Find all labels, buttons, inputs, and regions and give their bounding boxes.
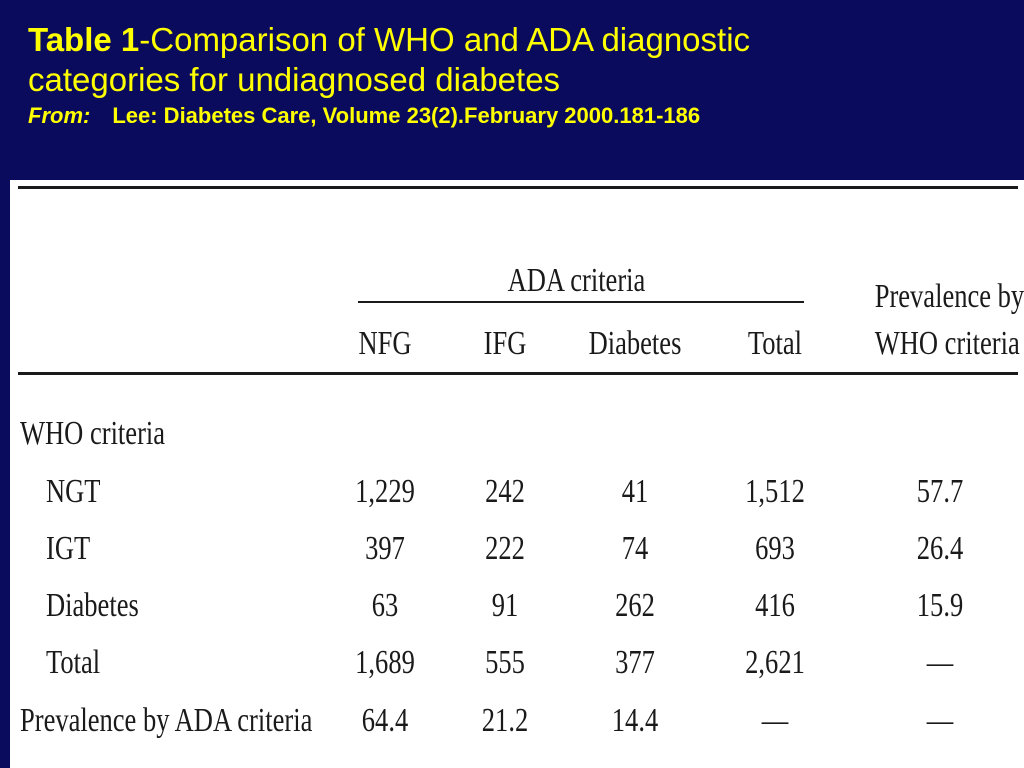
column-header-total: Total: [747, 325, 803, 362]
section-label-who: WHO criteria: [20, 415, 166, 452]
table-cell: 74: [621, 530, 649, 567]
row-label-diabetes: Diabetes: [46, 587, 139, 624]
table-cell: 64.4: [361, 702, 409, 739]
table-label: Table 1: [28, 21, 140, 58]
table-cell: 21.2: [481, 702, 529, 739]
table-cell: 1,512: [745, 473, 805, 510]
table-cell: 63: [371, 587, 399, 624]
table-cell: 555: [485, 644, 525, 681]
row-label-igt: IGT: [46, 530, 91, 567]
table-cell: —: [926, 702, 954, 739]
table-cell: 693: [755, 530, 795, 567]
table-cell: 397: [365, 530, 405, 567]
comparison-table: ADA criteria Prevalence by WHO criteria …: [10, 180, 1024, 768]
row-label-total: Total: [46, 644, 101, 681]
table-cell: 57.7: [916, 473, 964, 510]
table-cell: 26.4: [916, 530, 964, 567]
table-cell: —: [926, 644, 954, 681]
ada-header-rule: [358, 301, 804, 303]
table-cell: 262: [615, 587, 655, 624]
prevalence-who-header-2: WHO criteria: [874, 325, 1020, 362]
table-cell: 2,621: [745, 644, 805, 681]
from-label: From:: [28, 103, 91, 128]
table-cell: —: [761, 702, 789, 739]
title-text: -Comparison of WHO and ADA diagnostic: [139, 21, 751, 58]
header-bottom-rule: [18, 372, 1018, 375]
table-cell: 416: [755, 587, 795, 624]
table-cell: 41: [621, 473, 649, 510]
row-label-ngt: NGT: [46, 473, 101, 510]
ada-criteria-header: ADA criteria: [507, 262, 646, 299]
table-cell: 1,689: [355, 644, 415, 681]
table-cell: 377: [615, 644, 655, 681]
table-cell: 15.9: [916, 587, 964, 624]
slide-header: Table 1-Comparison of WHO and ADA diagno…: [28, 20, 1008, 130]
column-header-diabetes: Diabetes: [588, 325, 682, 362]
prevalence-who-header-1: Prevalence by: [874, 278, 1024, 315]
row-label-prevalence-ada: Prevalence by ADA criteria: [20, 702, 313, 739]
table-cell: 1,229: [355, 473, 415, 510]
table-cell: 242: [485, 473, 525, 510]
table-cell: 14.4: [611, 702, 659, 739]
column-header-nfg: NFG: [358, 325, 412, 362]
slide-title-line2: categories for undiagnosed diabetes: [28, 61, 561, 98]
table-cell: 222: [485, 530, 525, 567]
table-cell: 91: [491, 587, 519, 624]
top-rule: [18, 186, 1018, 189]
column-header-ifg: IFG: [483, 325, 527, 362]
source-text: Lee: Diabetes Care, Volume 23(2).Februar…: [112, 103, 701, 128]
source-citation: From: Lee: Diabetes Care, Volume 23(2).Fe…: [28, 102, 1008, 130]
slide-title: Table 1-Comparison of WHO and ADA diagno…: [28, 20, 1008, 60]
